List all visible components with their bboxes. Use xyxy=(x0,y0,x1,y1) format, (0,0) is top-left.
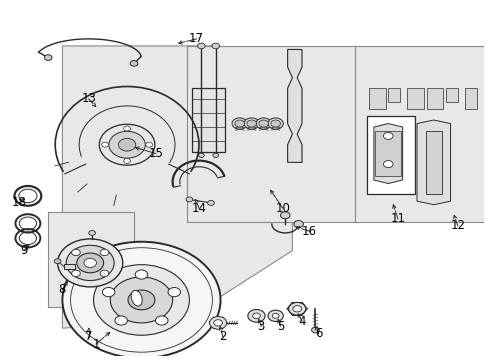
Circle shape xyxy=(72,270,80,276)
Bar xyxy=(387,88,399,102)
Circle shape xyxy=(102,288,115,297)
Circle shape xyxy=(292,306,301,312)
Circle shape xyxy=(232,118,247,129)
Text: 13: 13 xyxy=(81,93,96,105)
Circle shape xyxy=(99,124,155,165)
Circle shape xyxy=(77,253,103,273)
Circle shape xyxy=(110,277,172,323)
Circle shape xyxy=(62,242,220,358)
Text: 3: 3 xyxy=(257,320,264,333)
Circle shape xyxy=(58,239,122,287)
Circle shape xyxy=(213,320,222,326)
Text: 6: 6 xyxy=(314,327,322,340)
Text: 7: 7 xyxy=(85,330,92,343)
Circle shape xyxy=(168,288,180,297)
Circle shape xyxy=(267,118,283,129)
Circle shape xyxy=(383,132,392,139)
Circle shape xyxy=(102,142,108,147)
Bar xyxy=(464,88,476,109)
Circle shape xyxy=(145,142,152,147)
Circle shape xyxy=(246,120,256,127)
Text: 4: 4 xyxy=(298,315,305,328)
Circle shape xyxy=(54,259,61,264)
Circle shape xyxy=(135,270,147,279)
Polygon shape xyxy=(62,46,292,328)
Circle shape xyxy=(66,245,114,280)
Text: 2: 2 xyxy=(219,330,226,343)
Text: 14: 14 xyxy=(191,202,206,215)
Circle shape xyxy=(234,120,244,127)
Polygon shape xyxy=(416,120,449,205)
Circle shape xyxy=(288,302,305,315)
Circle shape xyxy=(270,120,280,127)
Ellipse shape xyxy=(131,291,142,306)
Text: 11: 11 xyxy=(389,212,405,225)
Text: 18: 18 xyxy=(12,197,27,210)
Bar xyxy=(407,88,424,109)
Circle shape xyxy=(197,43,205,49)
Circle shape xyxy=(207,201,214,206)
Circle shape xyxy=(212,153,218,157)
Bar xyxy=(186,46,359,222)
Circle shape xyxy=(155,316,168,325)
Circle shape xyxy=(198,153,204,157)
Circle shape xyxy=(244,118,259,129)
Bar xyxy=(368,88,385,109)
Circle shape xyxy=(123,158,130,163)
Circle shape xyxy=(118,138,136,151)
Text: 12: 12 xyxy=(449,219,464,232)
Circle shape xyxy=(128,290,155,310)
Bar xyxy=(366,117,414,194)
Text: 10: 10 xyxy=(275,202,290,215)
Bar xyxy=(375,131,400,176)
Circle shape xyxy=(115,316,127,325)
Circle shape xyxy=(109,131,145,158)
Circle shape xyxy=(256,118,271,129)
Circle shape xyxy=(267,310,283,321)
Circle shape xyxy=(311,327,319,333)
Circle shape xyxy=(123,126,130,131)
Text: 5: 5 xyxy=(276,320,284,333)
Circle shape xyxy=(272,313,279,318)
Circle shape xyxy=(258,120,268,127)
Text: 16: 16 xyxy=(301,225,316,238)
Text: 15: 15 xyxy=(148,147,163,160)
Circle shape xyxy=(247,310,264,322)
Circle shape xyxy=(211,43,219,49)
Bar xyxy=(48,212,134,307)
Circle shape xyxy=(72,249,80,256)
Bar xyxy=(191,88,225,152)
Circle shape xyxy=(100,270,108,276)
Circle shape xyxy=(185,197,192,202)
Circle shape xyxy=(84,258,96,267)
Bar xyxy=(64,264,75,269)
Bar xyxy=(445,88,457,102)
Circle shape xyxy=(209,316,226,329)
Polygon shape xyxy=(287,49,302,162)
Bar xyxy=(354,46,483,222)
Circle shape xyxy=(293,221,303,228)
Circle shape xyxy=(280,212,289,219)
Circle shape xyxy=(100,249,108,256)
Circle shape xyxy=(252,313,260,319)
Circle shape xyxy=(130,60,138,66)
Text: 17: 17 xyxy=(189,32,203,45)
Bar xyxy=(426,88,443,109)
Text: 8: 8 xyxy=(59,283,66,296)
Polygon shape xyxy=(373,123,402,184)
Circle shape xyxy=(93,265,189,335)
Polygon shape xyxy=(425,131,441,194)
Circle shape xyxy=(383,161,392,168)
Circle shape xyxy=(89,230,95,235)
Text: 9: 9 xyxy=(20,244,28,257)
Circle shape xyxy=(44,55,52,60)
Text: 1: 1 xyxy=(92,338,100,351)
